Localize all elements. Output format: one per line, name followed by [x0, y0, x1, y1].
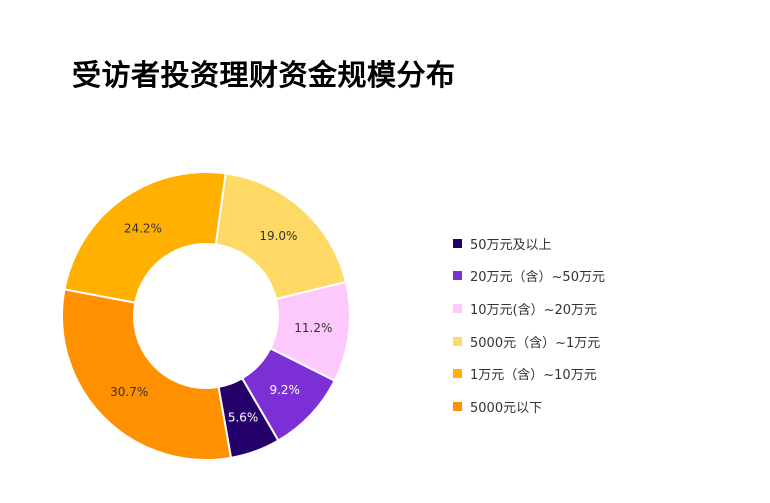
legend-label: 20万元（含）~50万元 — [470, 270, 605, 286]
legend-swatch — [453, 303, 462, 313]
legend-item: 20万元（含）~50万元 — [453, 260, 605, 293]
legend-label: 50万元及以上 — [470, 237, 552, 253]
legend-item: 10万元(含）~20万元 — [453, 292, 605, 325]
slice-value-label: 9.2% — [269, 383, 300, 397]
legend-label: 5000元（含）~1万元 — [470, 335, 601, 351]
donut-slice — [63, 171, 227, 304]
donut-slice — [214, 172, 348, 301]
legend-swatch — [453, 401, 462, 411]
slice-value-label: 30.7% — [110, 385, 148, 399]
donut-slice — [61, 288, 233, 461]
legend-swatch — [453, 238, 462, 248]
slice-value-label: 5.6% — [228, 410, 259, 424]
legend-item: 1万元（含）~10万元 — [453, 357, 605, 390]
legend-label: 1万元（含）~10万元 — [470, 368, 597, 384]
slice-value-label: 24.2% — [124, 221, 162, 235]
legend-label: 10万元(含）~20万元 — [470, 302, 598, 318]
legend-swatch — [453, 271, 462, 281]
donut-value-labels: 5.6% 9.2% 11.2% 19.0% 24.2% 30.7% — [110, 221, 332, 424]
chart-title: 受访者投资理财资金规模分布 — [72, 58, 456, 92]
legend-swatch — [453, 336, 462, 346]
chart-legend: 50万元及以上 20万元（含）~50万元 10万元(含）~20万元 5000元（含）~… — [453, 227, 605, 423]
slice-value-label: 19.0% — [259, 229, 297, 243]
donut-slices — [61, 171, 351, 461]
slice-value-label: 11.2% — [294, 321, 332, 335]
legend-swatch — [453, 369, 462, 379]
legend-item: 5000元（含）~1万元 — [453, 325, 605, 358]
legend-item: 5000元以下 — [453, 390, 605, 423]
legend-item: 50万元及以上 — [453, 227, 605, 260]
legend-label: 5000元以下 — [470, 400, 543, 416]
